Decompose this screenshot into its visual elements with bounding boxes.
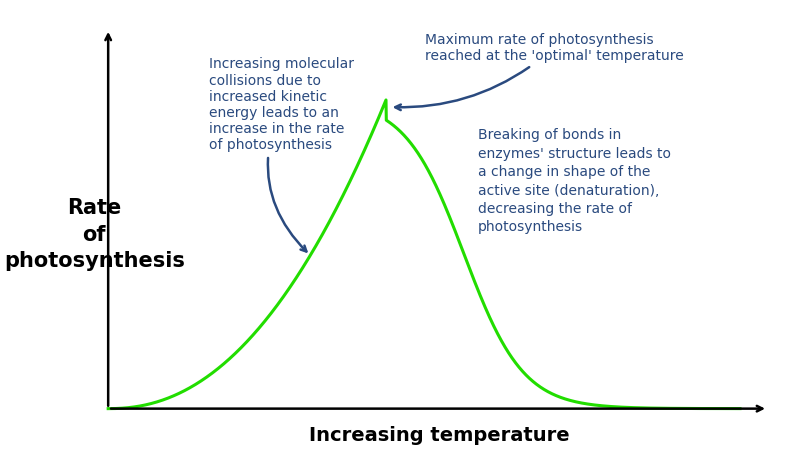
Text: Increasing molecular
collisions due to
increased kinetic
energy leads to an
incr: Increasing molecular collisions due to i… bbox=[210, 58, 354, 252]
Text: Rate
of
photosynthesis: Rate of photosynthesis bbox=[4, 198, 185, 271]
Text: Increasing temperature: Increasing temperature bbox=[310, 426, 570, 445]
Text: Maximum rate of photosynthesis
reached at the 'optimal' temperature: Maximum rate of photosynthesis reached a… bbox=[395, 32, 683, 110]
Text: Breaking of bonds in
enzymes' structure leads to
a change in shape of the
active: Breaking of bonds in enzymes' structure … bbox=[478, 128, 671, 234]
